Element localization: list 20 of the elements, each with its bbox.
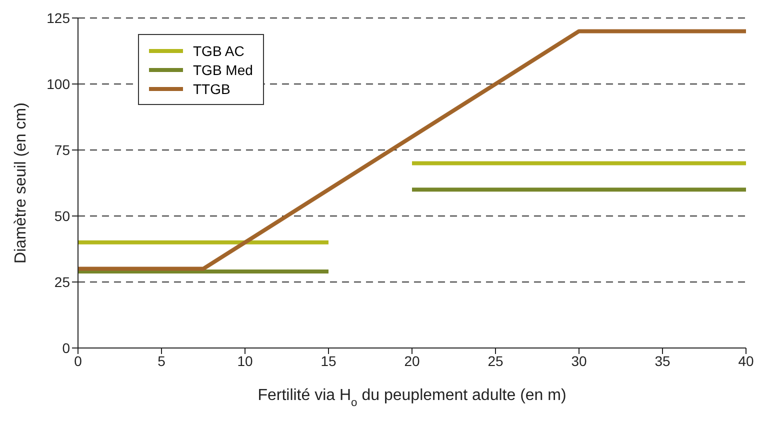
x-tick-label: 40 <box>738 352 754 369</box>
x-tick-label: 10 <box>237 352 253 369</box>
x-tick-label: 30 <box>571 352 587 369</box>
x-tick-label: 20 <box>404 352 420 369</box>
x-tick-label: 0 <box>74 352 82 369</box>
x-tick-label: 5 <box>158 352 166 369</box>
y-tick-label: 0 <box>62 340 70 356</box>
y-tick-label: 25 <box>54 274 70 290</box>
legend-label: TTGB <box>193 80 230 96</box>
y-tick-label: 50 <box>54 208 70 224</box>
legend-label: TGB Med <box>193 62 253 78</box>
legend-label: TGB AC <box>193 42 244 58</box>
y-axis-title: Diamètre seuil (en cm) <box>12 102 30 264</box>
x-tick-label: 25 <box>488 352 504 369</box>
x-tick-label: 35 <box>654 352 670 369</box>
y-tick-label: 100 <box>46 76 70 92</box>
x-axis-title: Fertilité via H$_{o}$ du peuplement adulte (en m) <box>258 387 566 409</box>
x-tick-label: 15 <box>320 352 336 369</box>
y-tick-label: 75 <box>54 142 70 158</box>
y-tick-label: 125 <box>46 10 70 26</box>
